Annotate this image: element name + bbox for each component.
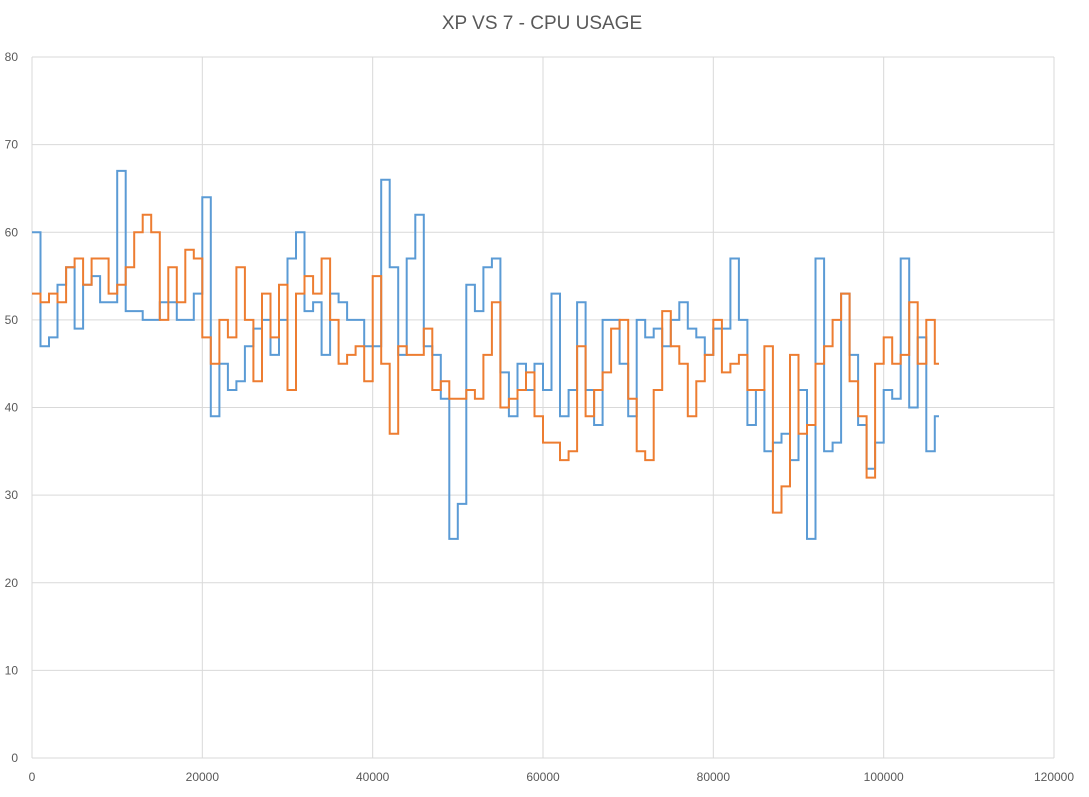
y-tick-label: 50 bbox=[5, 313, 19, 327]
series-lines bbox=[32, 169, 939, 540]
x-tick-label: 0 bbox=[29, 770, 36, 784]
y-axis-ticks: 0 10 20 30 40 50 60 70 80 bbox=[5, 50, 19, 765]
x-tick-label: 60000 bbox=[526, 770, 560, 784]
y-tick-label: 30 bbox=[5, 488, 19, 502]
series-line-1 bbox=[32, 213, 939, 514]
y-tick-label: 40 bbox=[5, 401, 19, 415]
gridlines bbox=[31, 56, 1055, 759]
y-tick-label: 10 bbox=[5, 663, 19, 677]
y-tick-label: 60 bbox=[5, 225, 19, 239]
y-tick-label: 70 bbox=[5, 138, 19, 152]
y-tick-label: 20 bbox=[5, 576, 19, 590]
x-tick-label: 100000 bbox=[864, 770, 904, 784]
x-tick-label: 80000 bbox=[697, 770, 731, 784]
x-axis-ticks: 0 20000 40000 60000 80000 100000 120000 bbox=[29, 770, 1075, 784]
x-tick-label: 20000 bbox=[186, 770, 220, 784]
y-tick-label: 80 bbox=[5, 50, 19, 64]
x-tick-label: 40000 bbox=[356, 770, 390, 784]
chart-title: XP VS 7 - CPU USAGE bbox=[442, 13, 642, 34]
x-tick-label: 120000 bbox=[1034, 770, 1074, 784]
y-tick-label: 0 bbox=[11, 751, 18, 765]
